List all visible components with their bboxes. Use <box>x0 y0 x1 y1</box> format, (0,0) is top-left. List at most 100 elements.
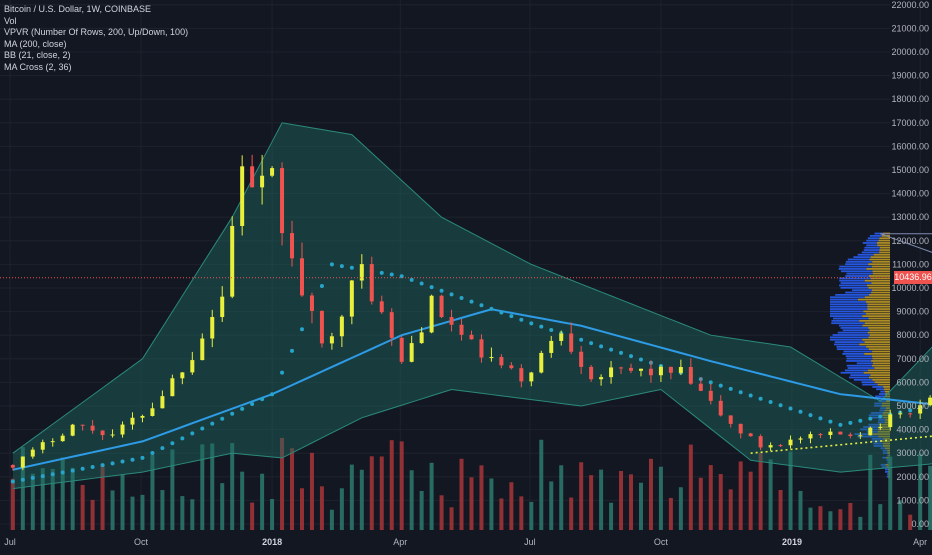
vp-bar-up <box>830 296 865 299</box>
vp-bar-up <box>830 315 863 318</box>
volume-bar <box>409 470 414 530</box>
candle-body <box>90 425 95 431</box>
volume-bar <box>698 477 703 530</box>
vp-bar-down <box>886 456 890 459</box>
vp-bar-down <box>885 400 890 402</box>
vp-bar-up <box>856 362 873 365</box>
vp-bar-up <box>863 426 880 428</box>
vp-bar-up <box>886 459 889 461</box>
ma-cross-dot <box>40 474 45 479</box>
candle-body <box>738 423 743 434</box>
x-tick-label: 2019 <box>782 537 802 547</box>
candle-body <box>70 424 75 436</box>
moving-average-200 <box>12 308 932 471</box>
ma-cross-dot <box>818 416 823 421</box>
vp-bar-down <box>868 286 890 289</box>
vp-bar-up <box>832 334 870 336</box>
vp-bar-up <box>854 433 873 436</box>
vp-bar-up <box>838 324 863 327</box>
vp-bar-down <box>884 390 890 393</box>
vp-bar-up <box>847 258 870 261</box>
vp-bar-up <box>853 256 871 259</box>
vp-bar-down <box>879 426 890 428</box>
volume-bar <box>529 501 534 530</box>
y-tick-label: 14000.00 <box>891 189 929 199</box>
ma-cross-dot <box>220 416 225 421</box>
x-tick-label: Oct <box>134 537 149 547</box>
vp-bar-down <box>868 275 890 277</box>
ma-cross-dot <box>399 274 404 279</box>
candle-body <box>748 433 753 437</box>
candle-body <box>758 436 763 448</box>
vp-bar-down <box>882 414 890 417</box>
ma-cross-dot <box>768 400 773 405</box>
candle-body <box>210 317 215 339</box>
y-tick-label: 11000.00 <box>892 259 929 269</box>
volume-bar <box>369 456 374 530</box>
vp-bar-down <box>864 352 890 355</box>
vp-bar-down <box>871 360 890 362</box>
volume-bar <box>569 497 574 530</box>
volume-profile <box>830 232 890 478</box>
volume-bar <box>120 474 125 530</box>
candle-body <box>100 430 105 436</box>
indicator-vol[interactable]: Vol <box>4 15 17 26</box>
vp-bar-down <box>865 312 890 315</box>
candle-body <box>419 332 424 344</box>
candle-body <box>180 372 185 379</box>
vp-bar-down <box>871 364 890 367</box>
vp-bar-up <box>862 242 877 244</box>
ma-cross-dot <box>319 284 324 289</box>
vp-bar-up <box>866 244 878 247</box>
candle-body <box>519 368 524 382</box>
candle-body <box>469 334 474 340</box>
vp-bar-up <box>868 414 883 417</box>
bb-band-fill <box>12 122 932 489</box>
indicator-vpvr[interactable]: VPVR (Number Of Rows, 200, Up/Down, 100) <box>4 27 189 38</box>
x-tick-label: Apr <box>393 537 407 547</box>
candle-body <box>190 360 195 373</box>
vp-bar-up <box>845 291 872 294</box>
vp-bar-down <box>888 454 890 457</box>
y-tick-label: 19000.00 <box>891 71 929 81</box>
volume-bar <box>858 516 863 530</box>
ma-cross-dot <box>439 288 444 293</box>
volume-bar <box>20 447 25 530</box>
vp-bar-down <box>872 350 890 353</box>
indicator-ma[interactable]: MA (200, close) <box>4 38 67 49</box>
candle-body <box>489 357 494 359</box>
candle-body <box>80 424 85 426</box>
candle-body <box>908 413 913 415</box>
candle-body <box>389 312 394 338</box>
vp-bar-down <box>883 416 890 419</box>
vp-bar-down <box>864 322 890 325</box>
candle-body <box>589 366 594 380</box>
volume-bar <box>888 456 893 530</box>
candle-body <box>808 434 813 439</box>
symbol-title[interactable]: Bitcoin / U.S. Dollar, 1W, COINBASE <box>4 4 152 14</box>
vp-bar-up <box>864 246 880 249</box>
vp-bar-down <box>879 246 890 249</box>
indicator-ma-cross[interactable]: MA Cross (2, 36) <box>4 61 72 72</box>
ma-cross-dot <box>539 324 544 329</box>
vp-bar-up <box>878 419 886 421</box>
vp-bar-down <box>882 411 890 414</box>
ma-cross-dot <box>20 477 25 482</box>
volume-bar <box>379 456 384 530</box>
indicator-bb[interactable]: BB (21, close, 2) <box>4 50 71 61</box>
candle-body <box>160 396 165 409</box>
drawings <box>750 233 932 454</box>
volume-bar <box>519 496 524 530</box>
y-tick-label: 21000.00 <box>891 23 929 33</box>
candle-body <box>569 333 574 352</box>
support-trendline[interactable] <box>750 368 932 454</box>
candle-body <box>170 378 175 397</box>
volume-bar <box>599 469 604 530</box>
vp-bar-down <box>874 381 890 384</box>
vp-bar-up <box>880 463 886 466</box>
vp-bar-up <box>839 284 867 287</box>
vp-bar-down <box>871 355 890 358</box>
candle-body <box>898 413 903 415</box>
